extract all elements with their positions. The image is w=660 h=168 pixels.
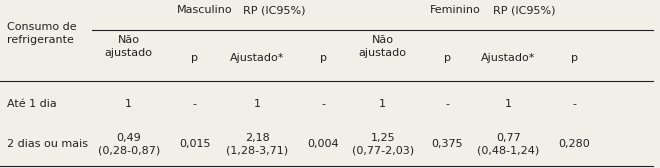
Text: p: p: [191, 53, 198, 63]
Text: Consumo de
refrigerante: Consumo de refrigerante: [7, 22, 76, 45]
Text: 1: 1: [125, 99, 132, 109]
Text: 0,49
(0,28-0,87): 0,49 (0,28-0,87): [98, 133, 160, 156]
Text: p: p: [320, 53, 327, 63]
Text: -: -: [321, 99, 325, 109]
Text: RP (IC95%): RP (IC95%): [494, 5, 556, 15]
Text: 1: 1: [254, 99, 261, 109]
Text: -: -: [446, 99, 449, 109]
Text: 0,015: 0,015: [179, 139, 211, 150]
Text: Ajustado*: Ajustado*: [230, 53, 284, 63]
Text: Não
ajustado: Não ajustado: [359, 35, 407, 58]
Text: 0,375: 0,375: [432, 139, 463, 150]
Text: -: -: [193, 99, 197, 109]
Text: 0,280: 0,280: [558, 139, 590, 150]
Text: -: -: [572, 99, 576, 109]
Text: Não
ajustado: Não ajustado: [105, 35, 152, 58]
Text: RP (IC95%): RP (IC95%): [243, 5, 305, 15]
Text: 1,25
(0,77-2,03): 1,25 (0,77-2,03): [352, 133, 414, 156]
Text: 2 dias ou mais: 2 dias ou mais: [7, 139, 88, 150]
Text: 1: 1: [379, 99, 386, 109]
Text: Ajustado*: Ajustado*: [481, 53, 535, 63]
Text: p: p: [444, 53, 451, 63]
Text: 1: 1: [505, 99, 512, 109]
Text: Até 1 dia: Até 1 dia: [7, 99, 56, 109]
Text: 0,004: 0,004: [308, 139, 339, 150]
Text: p: p: [571, 53, 578, 63]
Text: 0,77
(0,48-1,24): 0,77 (0,48-1,24): [477, 133, 539, 156]
Text: Masculino: Masculino: [177, 5, 232, 15]
Text: 2,18
(1,28-3,71): 2,18 (1,28-3,71): [226, 133, 288, 156]
Text: Feminino: Feminino: [430, 5, 480, 15]
